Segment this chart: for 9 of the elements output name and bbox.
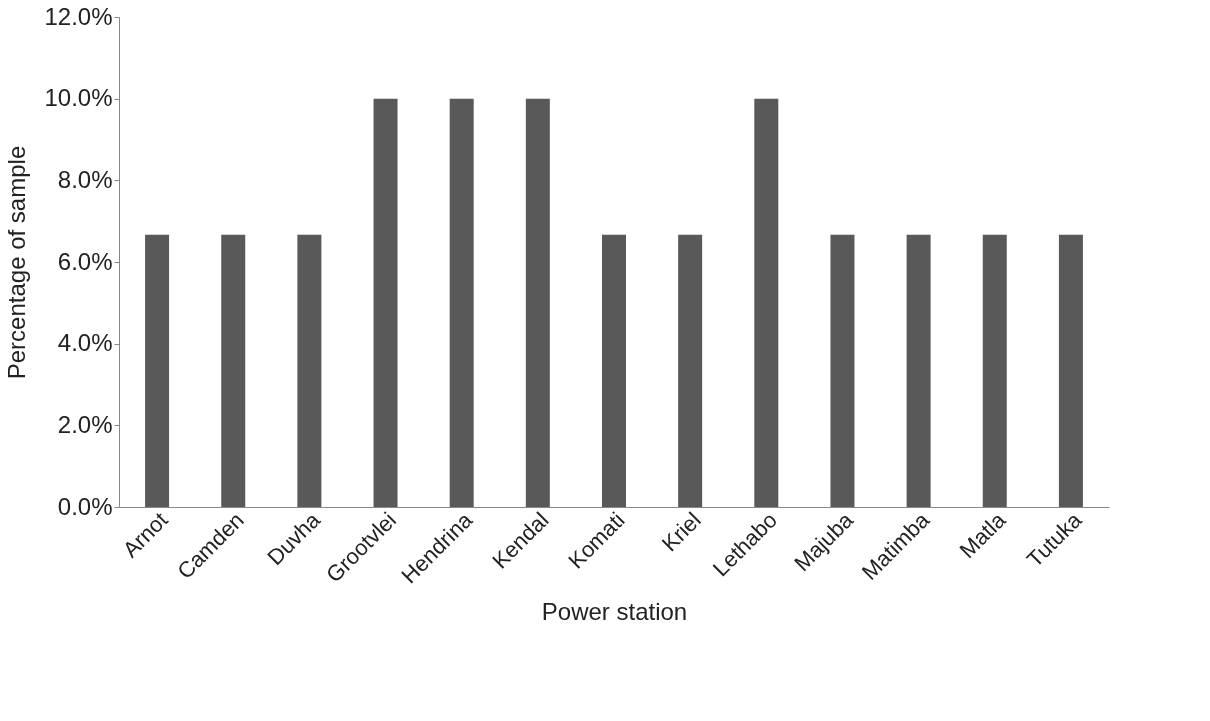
y-tick-label: 2.0% — [57, 410, 113, 438]
y-tick-label: 12.0% — [44, 2, 113, 30]
y-tick-label: 8.0% — [57, 165, 113, 193]
x-axis-title: Power station — [541, 598, 688, 626]
y-axis-title: Percentage of sample — [3, 145, 31, 380]
y-tick-label: 6.0% — [57, 247, 113, 275]
y-tick-label: 0.0% — [57, 492, 113, 520]
y-tick-label: 10.0% — [44, 84, 113, 112]
y-tick-label: 4.0% — [57, 329, 113, 357]
